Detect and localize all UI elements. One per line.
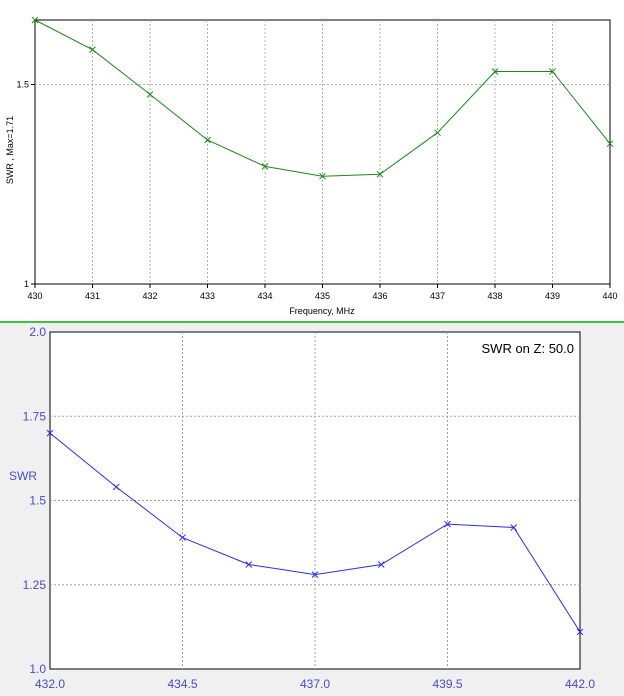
data-point — [204, 136, 211, 144]
y-axis-label: SWR , Max=1.71 — [5, 116, 15, 184]
swr-chart-bottom: 432.0 434.5 437.0 439.5 442.0 2.0 1.75 1.5 1.25… — [0, 323, 624, 696]
x-tick-label: 442.0 — [565, 677, 595, 691]
y-axis-label: SWR — [9, 469, 37, 483]
y-tick-label: 1.0 — [29, 662, 46, 676]
data-point — [377, 561, 385, 568]
data-point — [319, 172, 326, 180]
y-tick-label: 1.5 — [16, 79, 29, 89]
y-tick-label: 2.0 — [29, 325, 46, 339]
chart-divider — [0, 321, 624, 323]
x-tick-label: 430 — [27, 291, 42, 301]
y-tick-label: 1.25 — [23, 578, 47, 592]
x-axis-label: Frequency, MHz — [289, 306, 355, 316]
x-tick-label: 437.0 — [300, 677, 330, 691]
x-tick-label: 432.0 — [35, 677, 65, 691]
data-point — [89, 46, 96, 54]
x-tick-label: 434.5 — [167, 677, 197, 691]
x-tick-label: 440 — [602, 291, 617, 301]
data-point — [146, 91, 154, 98]
x-tick-label: 439.5 — [432, 677, 462, 691]
swr-chart-top: 430 431 432 433 434 435 436 437 438 439 440 1.5 1 F… — [5, 16, 618, 316]
y-tick-label: 1.75 — [23, 409, 47, 423]
data-point — [311, 571, 319, 578]
data-point — [179, 534, 186, 541]
data-point — [31, 16, 39, 24]
x-tick-label: 433 — [200, 291, 215, 301]
data-point — [46, 429, 54, 437]
data-point — [576, 628, 584, 636]
x-tick-label: 431 — [85, 291, 100, 301]
data-point — [434, 129, 441, 137]
data-point — [491, 68, 499, 75]
x-tick-label: 435 — [315, 291, 330, 301]
data-point — [245, 561, 253, 568]
data-point — [510, 524, 518, 531]
data-point — [606, 140, 614, 148]
data-point — [261, 163, 269, 170]
data-point — [112, 483, 120, 491]
chart-annotation: SWR on Z: 50.0 — [482, 341, 574, 356]
x-tick-label: 434 — [257, 291, 272, 301]
x-tick-label: 439 — [545, 291, 560, 301]
data-point — [376, 170, 384, 178]
data-point — [444, 520, 451, 528]
y-tick-label: 1 — [24, 279, 29, 289]
x-tick-label: 436 — [372, 291, 387, 301]
x-tick-label: 432 — [142, 291, 157, 301]
x-tick-label: 437 — [430, 291, 445, 301]
x-tick-label: 438 — [487, 291, 502, 301]
y-tick-label: 1.5 — [29, 494, 46, 508]
data-point — [549, 68, 556, 75]
